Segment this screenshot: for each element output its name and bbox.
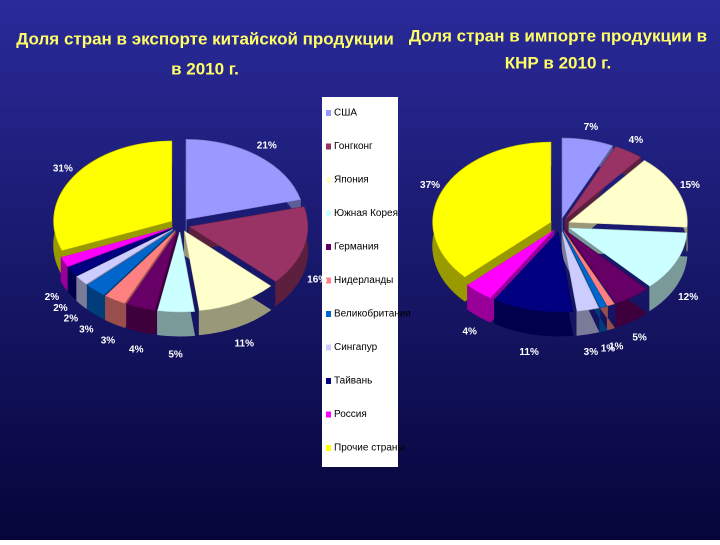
value-label: 3%: [79, 325, 94, 336]
pie-slice: [185, 139, 301, 220]
value-label: 1%: [601, 344, 616, 355]
legend-swatch: [326, 244, 331, 250]
value-label: 3%: [101, 336, 116, 347]
pie-slice: [561, 137, 613, 219]
value-label: 21%: [257, 141, 277, 152]
pie-slice: [568, 227, 688, 287]
value-label: 11%: [235, 339, 255, 350]
value-label: 2%: [53, 303, 68, 314]
pie-slice: [467, 230, 554, 299]
pie-slice: [432, 141, 552, 278]
legend-swatch: [326, 344, 331, 351]
pie-slice: [565, 230, 647, 304]
legend-swatch: [326, 277, 331, 284]
pie-slice: [494, 231, 573, 313]
value-label: 2%: [45, 292, 60, 303]
value-label: 4%: [463, 327, 478, 338]
chart-title: Доля стран в импорте продукции в: [409, 26, 707, 45]
legend-label: США: [334, 108, 357, 119]
legend-label: Япония: [334, 175, 369, 186]
pie-slice: [563, 231, 615, 307]
pie-slice: [565, 146, 642, 220]
legend-label: Гонгконг: [334, 141, 373, 152]
value-label: 4%: [129, 345, 144, 356]
legend-label: Тайвань: [334, 376, 372, 387]
legend-box: [322, 97, 398, 467]
legend-label: Южная Корея: [334, 208, 398, 219]
legend-label: Прочие страны: [334, 443, 405, 454]
value-label: 12%: [678, 292, 698, 303]
legend-swatch: [326, 445, 331, 451]
value-label: 11%: [519, 347, 539, 358]
pie-slice: [60, 227, 172, 267]
value-label: 5%: [168, 350, 183, 361]
pie-slice: [189, 206, 308, 282]
value-label: 37%: [420, 180, 440, 191]
pie-slice: [126, 231, 178, 311]
legend-swatch: [326, 177, 331, 183]
legend-swatch: [326, 143, 331, 150]
chart-title: КНР в 2010 г.: [505, 53, 612, 72]
legend-swatch: [326, 378, 331, 384]
legend-swatch: [326, 411, 331, 418]
legend-label: Великобритания: [334, 308, 411, 320]
legend-swatch: [326, 210, 331, 217]
pie-slice: [67, 228, 172, 277]
chart-title: Доля стран в экспорте китайской продукци…: [16, 29, 394, 48]
chart-title: в 2010 г.: [171, 59, 239, 78]
legend-swatch: [326, 311, 331, 317]
legend-label: Нидерланды: [334, 275, 393, 286]
value-label: 16%: [307, 275, 327, 286]
value-label: 7%: [584, 122, 599, 133]
legend-swatch: [326, 110, 331, 116]
value-label: 2%: [64, 313, 79, 324]
value-label: 3%: [584, 347, 599, 358]
legend-label: Германия: [334, 242, 379, 253]
pie-slice: [157, 231, 195, 313]
value-label: 5%: [632, 332, 647, 343]
legend-label: Россия: [334, 409, 367, 420]
value-label: 4%: [629, 135, 644, 146]
pie-slice: [561, 231, 600, 312]
value-label: 1%: [609, 341, 624, 352]
pie-slice: [53, 140, 172, 251]
pie-slice: [563, 231, 608, 308]
pie-slice: [76, 229, 173, 285]
pie-slice: [105, 230, 176, 304]
pie-slice: [86, 230, 174, 296]
value-label: 31%: [53, 163, 73, 174]
value-label: 15%: [680, 180, 700, 191]
pie-slice: [568, 160, 688, 228]
pie-slice: [184, 230, 272, 311]
legend-label: Сингапур: [334, 342, 378, 353]
